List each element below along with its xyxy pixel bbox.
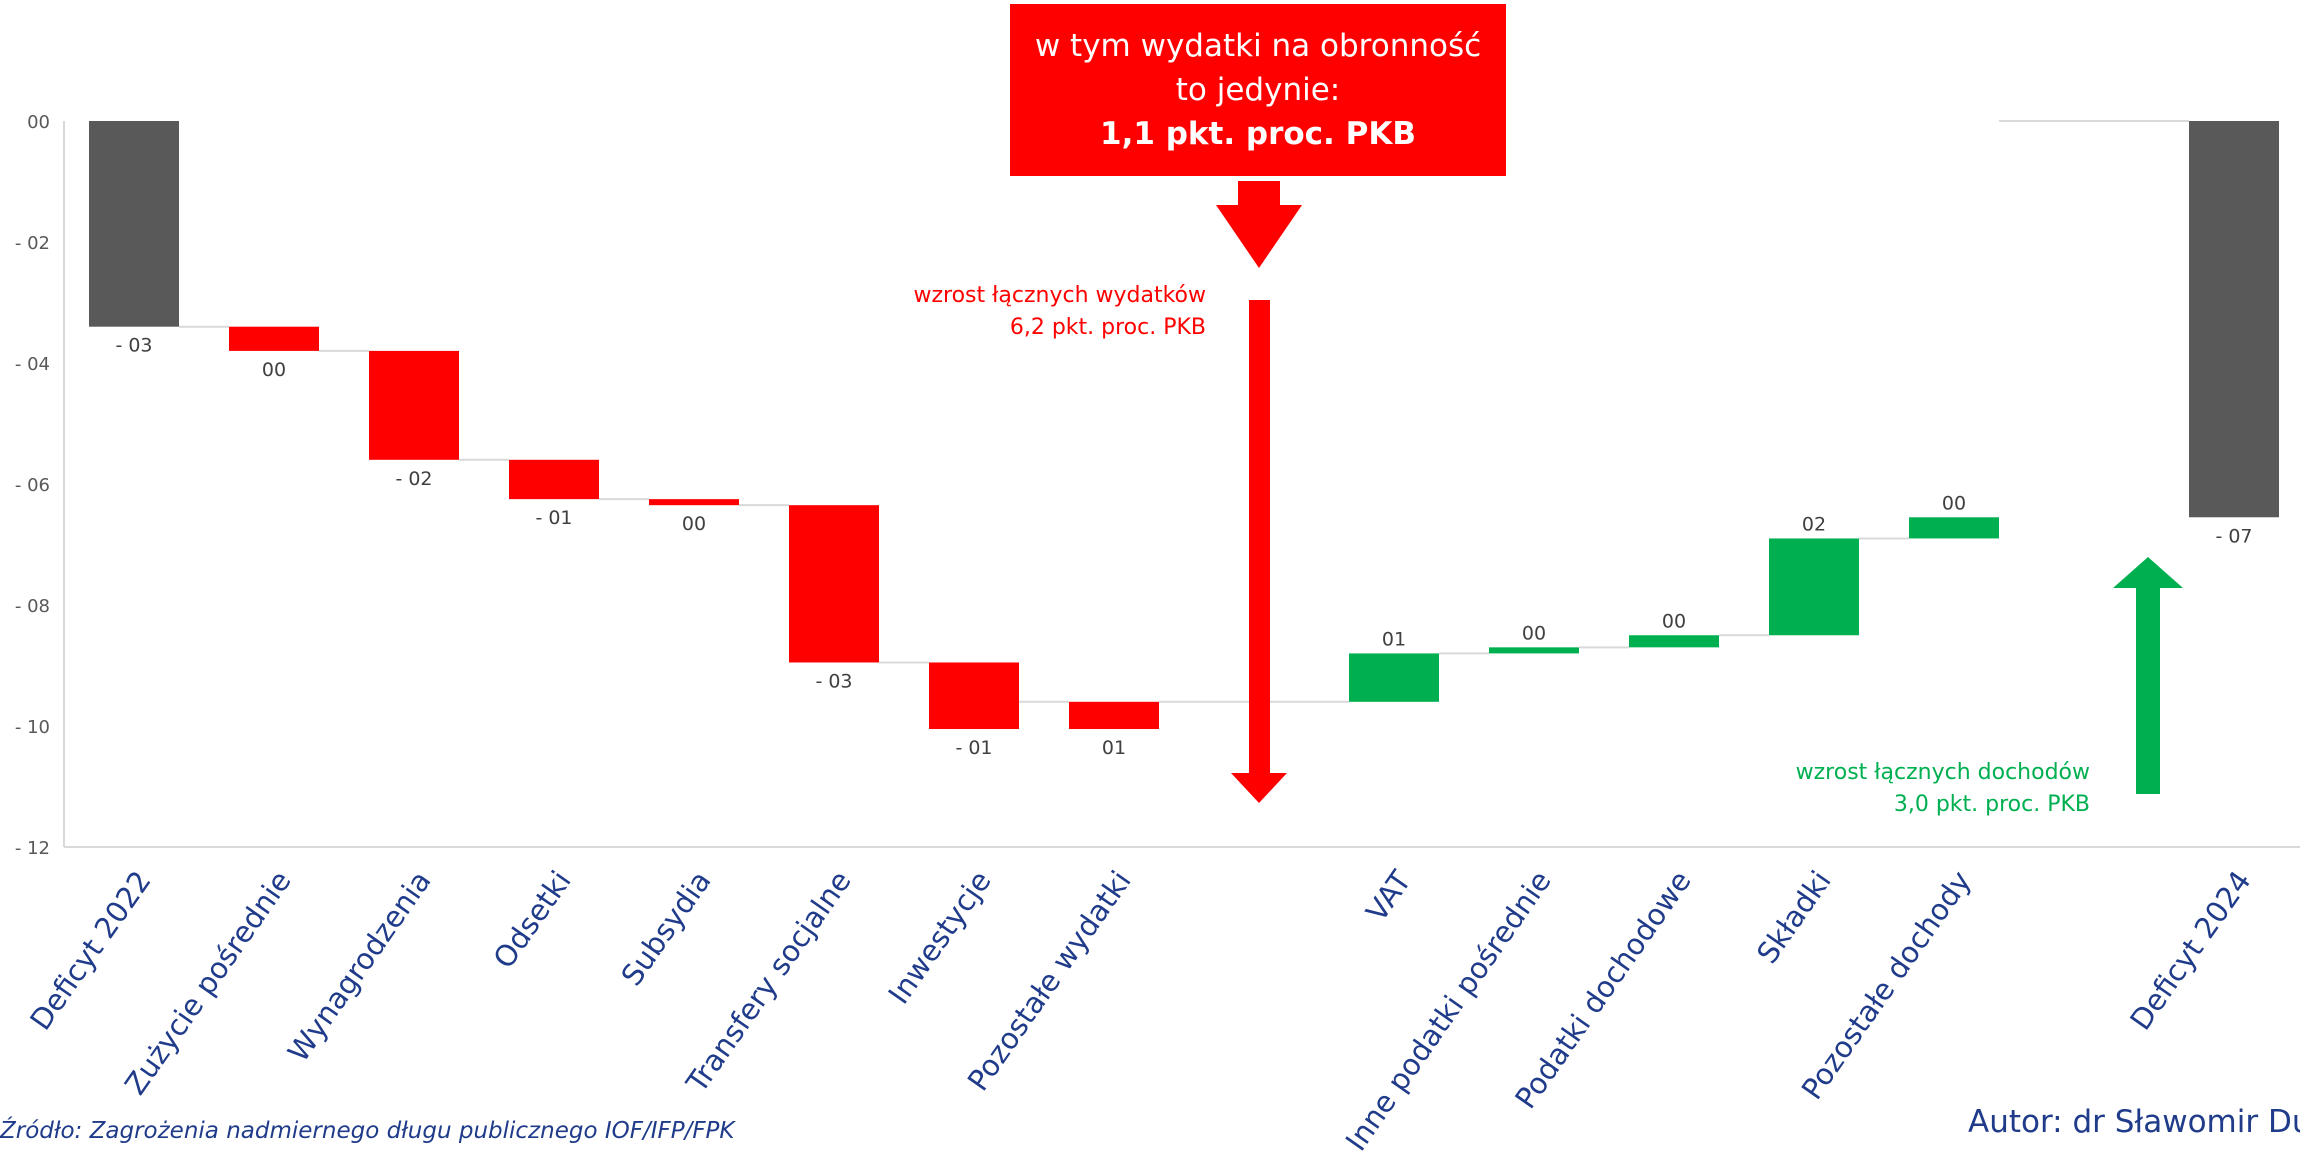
- y-tick-label: - 02: [15, 233, 50, 254]
- bar: [1909, 517, 1999, 539]
- y-tick-label: - 04: [15, 354, 50, 375]
- bar: [229, 326, 319, 351]
- defense-callout: w tym wydatki na obronność to jedynie: 1…: [1010, 4, 1506, 176]
- bar: [1349, 653, 1439, 702]
- x-tick-label: Wynagrodzenia: [281, 865, 438, 1068]
- data-label: - 03: [815, 670, 852, 692]
- source-note: Źródło: Zagrożenia nadmiernego długu pub…: [0, 1118, 735, 1144]
- bar: [649, 499, 739, 506]
- expense-annotation-line-1: wzrost łącznych wydatków: [913, 283, 1206, 308]
- bar: [1769, 538, 1859, 636]
- data-label: - 03: [115, 335, 152, 357]
- expense-arrow: [1231, 300, 1287, 803]
- revenue-annotation: wzrost łącznych dochodów 3,0 pkt. proc. …: [1650, 757, 2090, 821]
- y-tick-label: - 08: [15, 596, 50, 617]
- revenue-annotation-line-2: 3,0 pkt. proc. PKB: [1893, 792, 2090, 817]
- bar: [89, 121, 179, 327]
- bar: [2189, 121, 2279, 518]
- x-tick-label: Subsydia: [614, 865, 717, 992]
- bar: [369, 350, 459, 460]
- data-label: 02: [1802, 513, 1826, 535]
- x-tick-label: VAT: [1359, 864, 1418, 927]
- data-label: - 07: [2215, 525, 2252, 547]
- bar: [509, 459, 599, 500]
- bar: [789, 505, 879, 663]
- bar: [1069, 701, 1159, 730]
- data-label: - 02: [395, 468, 432, 490]
- bar: [1629, 635, 1719, 648]
- expense-annotation: wzrost łącznych wydatków 6,2 pkt. proc. …: [760, 280, 1206, 344]
- y-tick-label: 00: [27, 112, 50, 133]
- x-tick-label: Pozostałe wydatki: [961, 865, 1138, 1097]
- revenue-annotation-line-1: wzrost łącznych dochodów: [1795, 760, 2090, 785]
- x-tick-label: Inwestycje: [882, 865, 998, 1011]
- data-label: 00: [1662, 610, 1686, 632]
- x-tick-label: Deficyt 2024: [2123, 865, 2258, 1037]
- y-tick-label: - 12: [15, 838, 50, 859]
- data-label: 01: [1382, 628, 1406, 650]
- x-tick-label: Deficyt 2022: [23, 865, 158, 1037]
- data-label: 00: [682, 513, 706, 535]
- y-tick-label: - 10: [15, 717, 50, 738]
- data-label: 00: [1522, 622, 1546, 644]
- author-note: Autor: dr Sławomir Dudek: [1968, 1104, 2300, 1140]
- callout-line-2: to jedynie:: [1175, 72, 1341, 108]
- expense-annotation-line-2: 6,2 pkt. proc. PKB: [1009, 315, 1206, 340]
- data-label: 00: [262, 359, 286, 381]
- x-tick-label: Odsetki: [487, 865, 578, 975]
- data-label: 00: [1942, 492, 1966, 514]
- x-tick-label: Składki: [1750, 865, 1838, 970]
- bar: [929, 662, 1019, 730]
- callout-line-1: w tym wydatki na obronność: [1034, 28, 1482, 64]
- callout-line-3: 1,1 pkt. proc. PKB: [1100, 116, 1416, 152]
- bar: [1489, 647, 1579, 654]
- revenue-arrow: [2113, 557, 2183, 794]
- data-label: - 01: [535, 507, 572, 529]
- data-label: 01: [1102, 737, 1126, 759]
- callout-arrow: [1216, 181, 1302, 268]
- y-tick-label: - 06: [15, 475, 50, 496]
- data-label: - 01: [955, 737, 992, 759]
